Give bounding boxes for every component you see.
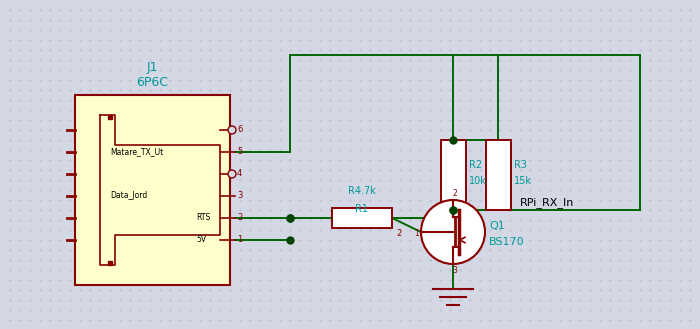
Bar [75,95,230,285]
Text: 1: 1 [237,236,242,244]
Text: 10k: 10k [469,176,487,186]
Text: R2: R2 [469,160,482,170]
Text: RPi_RX_In: RPi_RX_In [520,197,575,209]
Text: 15k: 15k [514,176,532,186]
Bar [441,140,466,210]
Text: R1: R1 [356,204,368,214]
Text: 2: 2 [453,189,457,198]
Circle shape [421,200,485,264]
Text: 3: 3 [453,266,457,275]
Text: R3: R3 [514,160,527,170]
Text: 3: 3 [237,191,242,200]
Text: 2: 2 [396,229,401,238]
Text: 6: 6 [237,125,242,135]
Text: R4.7k: R4.7k [348,186,376,196]
Circle shape [228,170,236,178]
Bar [332,208,392,228]
Text: 5: 5 [237,147,242,157]
Text: 6P6C: 6P6C [136,77,169,89]
Text: 1: 1 [414,230,419,239]
Text: Matare_TX_Ut: Matare_TX_Ut [110,147,163,157]
Text: RTS: RTS [196,214,210,222]
Text: 2: 2 [237,214,242,222]
Bar [486,140,511,210]
Text: 4: 4 [237,169,242,179]
Circle shape [228,126,236,134]
Text: Data_Jord: Data_Jord [110,191,147,200]
Text: J1: J1 [147,61,158,73]
Text: BS170: BS170 [489,237,524,247]
Text: Q1: Q1 [489,221,505,231]
Text: 5V: 5V [196,236,206,244]
